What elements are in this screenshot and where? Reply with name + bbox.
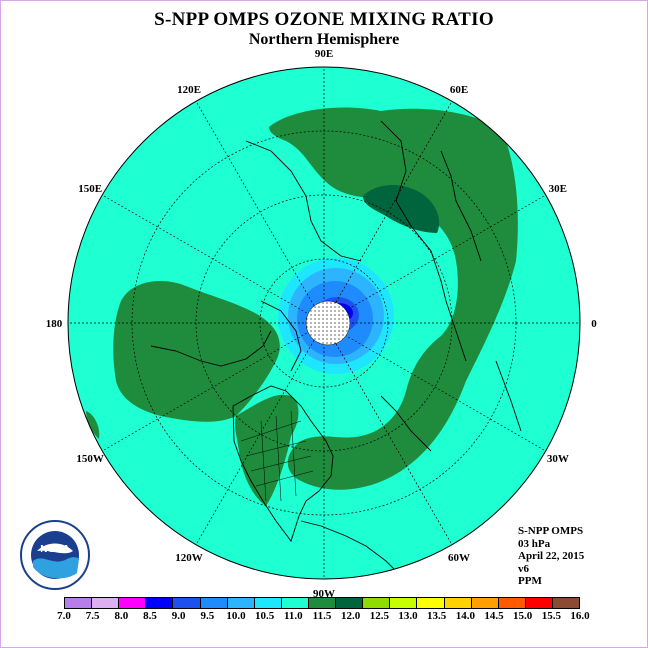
colorbar-label: 11.0 [284, 610, 303, 622]
meridian-60w [323, 322, 453, 545]
colorbar-label: 15.5 [541, 610, 561, 622]
longitude-label-150e: 150E [78, 183, 102, 195]
meridian-120e [195, 101, 325, 324]
colorbar-swatch [525, 598, 553, 608]
meridian-150w [102, 322, 325, 452]
colorbar-label: 9.0 [171, 610, 186, 622]
info-block: S-NPP OMPS 03 hPa April 22, 2015 v6 PPM [518, 525, 584, 588]
info-instrument: S-NPP OMPS [518, 525, 584, 537]
meridian-lines [68, 67, 580, 579]
longitude-label-120w: 120W [175, 552, 203, 564]
colorbar-swatch [227, 598, 255, 608]
longitude-label-150w: 150W [76, 453, 104, 465]
map-title: S-NPP OMPS OZONE MIXING RATIO [154, 9, 494, 30]
dark-green-band-west [113, 281, 280, 422]
colorbar-swatch [200, 598, 228, 608]
colorbar-swatch [254, 598, 282, 608]
colorbar-swatch [281, 598, 309, 608]
colorbar-label: 13.5 [427, 610, 447, 622]
colorbar-labels: 7.0 7.5 8.0 8.5 9.0 9.5 10.0 10.5 11.0 11.5 12.0 12… [1, 610, 647, 626]
longitude-label-60w: 60W [448, 552, 470, 564]
colorbar-label: 7.0 [57, 610, 71, 622]
colorbar-label: 12.5 [369, 610, 389, 622]
meridian-60e [323, 101, 453, 324]
info-version: v6 [518, 562, 529, 575]
longitude-label-30e: 30E [549, 183, 567, 195]
info-date: April 22, 2015 [518, 550, 585, 562]
colorbar-swatch [119, 598, 147, 608]
colorbar-swatch [552, 598, 580, 608]
dark-green-band-south [234, 394, 299, 506]
colorbar-swatch [390, 598, 418, 608]
meridian-30w [323, 322, 546, 452]
colorbar-swatch [146, 598, 174, 608]
polar-no-data [305, 300, 351, 346]
colorbar-swatch [444, 598, 472, 608]
meridian-120w [195, 322, 325, 545]
colorbar-label: 14.0 [455, 610, 475, 622]
colorbar [64, 597, 580, 609]
colorbar-label: 8.5 [143, 610, 157, 622]
us-state-lines [240, 410, 314, 502]
info-level: 03 hPa [518, 537, 551, 550]
coastlines [150, 120, 522, 577]
colorbar-swatch [173, 598, 201, 608]
longitude-label-0: 0 [591, 318, 597, 330]
dark-green-patch-pacific [86, 411, 100, 439]
longitude-label-90e: 90E [315, 48, 333, 60]
colorbar-label: 16.0 [570, 610, 590, 622]
colorbar-label: 11.5 [312, 610, 332, 622]
colorbar-swatch [471, 598, 499, 608]
colorbar-label: 10.0 [226, 610, 246, 622]
colorbar-label: 8.0 [114, 610, 129, 622]
map-boundary [67, 66, 581, 580]
colorbar-label: 13.0 [398, 610, 418, 622]
map-subtitle: Northern Hemisphere [248, 31, 400, 48]
meridian-30e [323, 194, 546, 324]
colorbar-swatch [92, 598, 120, 608]
colorbar-label: 15.0 [513, 610, 533, 622]
longitude-label-180: 180 [46, 318, 63, 330]
info-units: PPM [518, 575, 542, 587]
noaa-logo-icon: NOAA [20, 520, 90, 590]
colorbar-label: 9.5 [200, 610, 215, 622]
colorbar-swatch [336, 598, 364, 608]
dark-green-band [269, 107, 518, 490]
colorbar-label: 12.0 [341, 610, 361, 622]
longitude-label-30w: 30W [547, 453, 569, 465]
colorbar-label: 14.5 [484, 610, 504, 622]
colorbar-label: 10.5 [255, 610, 275, 622]
svg-text:NOAA: NOAA [40, 544, 69, 555]
colorbar-swatch [308, 598, 337, 608]
meridian-150e [102, 194, 325, 324]
colorbar-swatch [363, 598, 391, 608]
longitude-label-120e: 120E [177, 84, 201, 96]
colorbar-swatch [417, 598, 445, 608]
colorbar-label: 7.5 [85, 610, 100, 622]
longitude-label-60e: 60E [450, 84, 468, 96]
colorbar-swatch [65, 598, 93, 608]
colorbar-swatch [498, 598, 526, 608]
